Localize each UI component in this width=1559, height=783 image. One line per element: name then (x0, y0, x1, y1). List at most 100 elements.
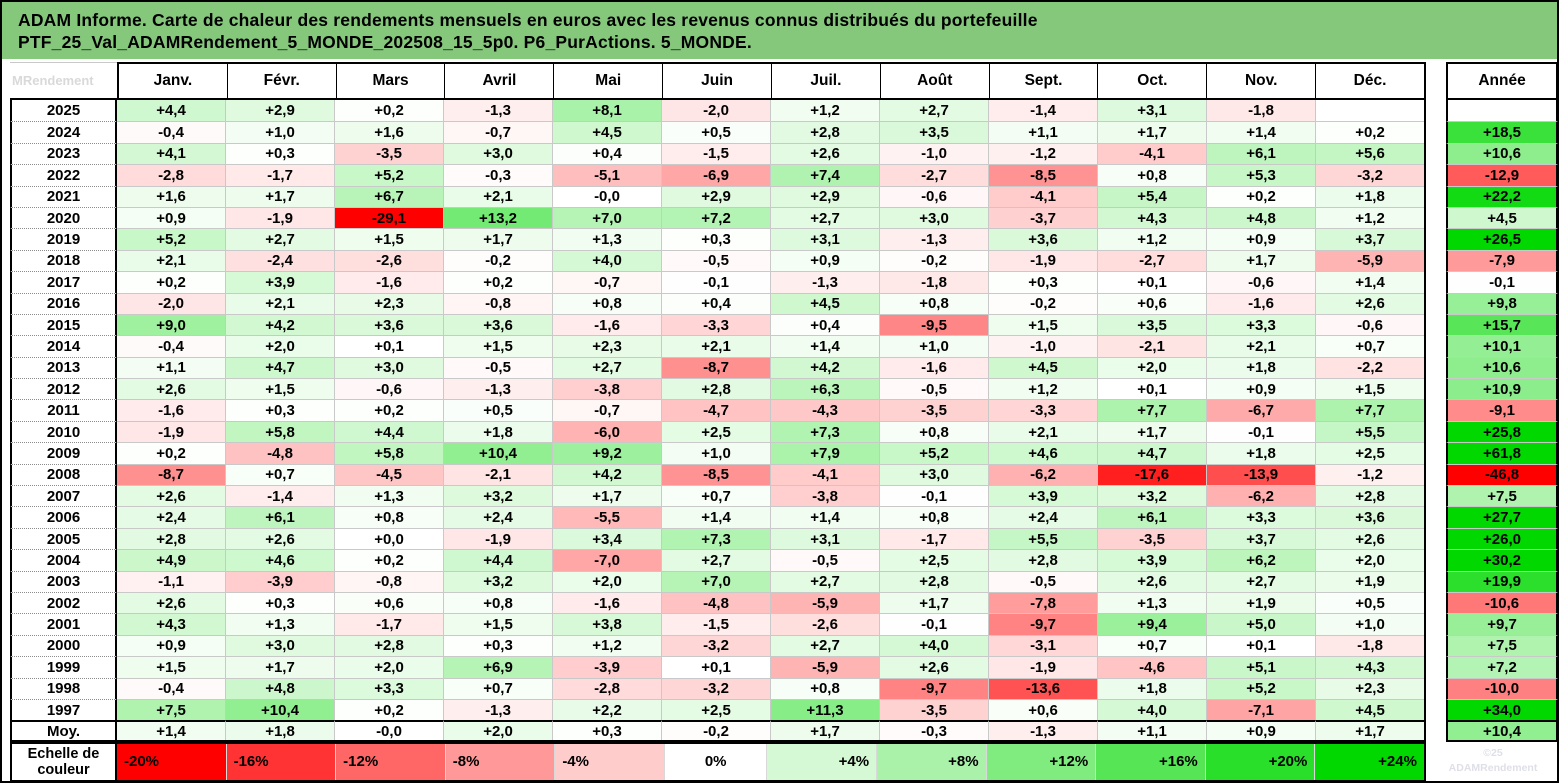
return-cell: +5,1 (1206, 656, 1315, 678)
return-cell: -1,1 (117, 570, 225, 592)
year-label: 2013 (10, 356, 117, 379)
return-cell: -3,9 (552, 656, 661, 678)
return-cell: +0,2 (1315, 121, 1424, 143)
color-scale-stop: -20% (117, 743, 226, 780)
column-gap (1426, 143, 1446, 164)
return-cell: +4,7 (1097, 442, 1206, 464)
return-cell: -7,8 (988, 591, 1097, 614)
return-cell: +3,6 (1315, 506, 1424, 528)
return-cell: +1,5 (443, 335, 552, 357)
return-cell: +1,5 (1315, 378, 1424, 400)
return-cell: +5,8 (225, 420, 334, 443)
return-cell: +0,9 (117, 206, 225, 229)
color-scale-cells: -20% -16% -12% -8% -4% 0% +4% +8% +12% +16% +20% +2… (117, 741, 1426, 782)
return-cell: +3,2 (443, 485, 552, 507)
annual-return-cell: +26,5 (1446, 228, 1558, 250)
return-cell: +1,5 (988, 313, 1097, 336)
return-cell: +0,8 (879, 292, 988, 314)
return-cell: +0,2 (334, 399, 443, 421)
return-cell: -2,6 (334, 249, 443, 272)
return-cell: +5,4 (1097, 185, 1206, 207)
return-cell: +0,7 (225, 463, 334, 486)
return-cell: +7,3 (661, 527, 770, 550)
color-scale-stop: +20% (1204, 743, 1315, 780)
return-cell: +2,5 (661, 698, 770, 721)
month-cells: -0,4 +4,8 +3,3 +0,7 -2,8 -3,2 +0,8 -9,7 -13,6 +1,… (117, 677, 1426, 699)
return-cell: +6,7 (334, 185, 443, 207)
return-cell (1315, 100, 1424, 122)
month-cells: +0,9 -1,9 -29,1 +13,2 +7,0 +7,2 +2,7 +3,0 -3,7 +4… (117, 206, 1426, 229)
return-cell: +3,9 (988, 485, 1097, 507)
return-cell: +1,2 (1315, 206, 1424, 229)
return-cell: -0,3 (443, 164, 552, 186)
return-cell: +0,4 (770, 313, 879, 336)
return-cell: +0,8 (879, 420, 988, 443)
return-cell: -0,5 (443, 356, 552, 379)
return-cell: -2,0 (661, 100, 770, 122)
return-cell: +1,7 (1097, 420, 1206, 443)
column-gap (1426, 720, 1446, 741)
annual-return-cell: +10,1 (1446, 335, 1558, 357)
year-label: 2004 (10, 549, 117, 571)
column-gap (1426, 464, 1446, 485)
return-cell: -1,6 (552, 313, 661, 336)
year-label: 1998 (10, 677, 117, 699)
annual-return-cell: +19,9 (1446, 570, 1558, 592)
return-cell: -13,6 (988, 677, 1097, 699)
return-cell: -9,7 (879, 677, 988, 699)
year-row: 2020 +0,9 -1,9 -29,1 +13,2 +7,0 +7,2 +2,7 +3,0 -3… (10, 206, 1558, 229)
scale-end-area: ©25 ADAMRendement (1426, 742, 1558, 782)
return-cell: +3,0 (443, 142, 552, 165)
return-cell: +2,8 (334, 634, 443, 657)
return-cell: +8,1 (552, 100, 661, 122)
annual-return-cell: +27,7 (1446, 506, 1558, 528)
column-gap (1426, 613, 1446, 634)
year-label: 2015 (10, 313, 117, 336)
annual-return-cell: +22,2 (1446, 185, 1558, 207)
return-cell: +1,7 (552, 485, 661, 507)
annual-return-cell: -7,9 (1446, 249, 1558, 272)
return-cell: -1,3 (443, 100, 552, 122)
column-gap (1426, 506, 1446, 527)
year-label: 2022 (10, 164, 117, 186)
return-cell: +1,8 (1206, 356, 1315, 379)
average-row: Moy. +1,4 +1,8 -0,0 +2,0 +0,3 -0,2 +1,7 -0,3 -1,3… (10, 720, 1558, 742)
return-cell: +1,7 (1206, 249, 1315, 272)
return-cell: +0,8 (334, 506, 443, 528)
month-cells: +9,0 +4,2 +3,6 +3,6 -1,6 -3,3 +0,4 -9,5 +1,5 +3,5… (117, 313, 1426, 336)
column-gap (1426, 549, 1446, 570)
annual-return-cell: -12,9 (1446, 164, 1558, 186)
color-scale-stop: -4% (554, 743, 664, 780)
month-cells: +2,6 +0,3 +0,6 +0,8 -1,6 -4,8 -5,9 +1,7 -7,8 +1,3… (117, 591, 1426, 614)
month-cells: -8,7 +0,7 -4,5 -2,1 +4,2 -8,5 -4,1 +3,0 -6,2 -17,… (117, 463, 1426, 486)
return-cell: -3,8 (770, 485, 879, 507)
return-cell: -13,9 (1206, 463, 1315, 486)
column-gap (1426, 121, 1446, 142)
return-cell: +1,0 (225, 121, 334, 143)
color-scale-stop: +12% (985, 743, 1096, 780)
return-cell: -1,9 (988, 249, 1097, 272)
column-header: Août (879, 64, 989, 98)
return-cell: -1,7 (879, 527, 988, 550)
return-cell: -0,8 (334, 570, 443, 592)
return-cell: +0,3 (225, 399, 334, 421)
return-cell: +0,1 (1097, 271, 1206, 293)
month-cells: -0,4 +2,0 +0,1 +1,5 +2,3 +2,1 +1,4 +1,0 -1,0 -2,1… (117, 335, 1426, 357)
year-row: 2004 +4,9 +4,6 +0,2 +4,4 -7,0 +2,7 -0,5 +2,5 +2,8… (10, 549, 1558, 571)
year-label: 2012 (10, 378, 117, 400)
return-cell: +4,8 (225, 677, 334, 699)
return-cell: +4,3 (117, 613, 225, 635)
return-cell: +3,5 (1097, 313, 1206, 336)
return-cell: +1,7 (225, 185, 334, 207)
return-cell: -5,9 (1315, 249, 1424, 272)
return-cell: -0,5 (879, 378, 988, 400)
return-cell: +2,7 (770, 206, 879, 229)
return-cell: -0,1 (879, 613, 988, 635)
column-gap (1426, 293, 1446, 314)
color-scale-stop: +4% (766, 743, 877, 780)
return-cell: +3,7 (1206, 527, 1315, 550)
annual-return-cell: +7,2 (1446, 656, 1558, 678)
annual-return-cell: +7,5 (1446, 485, 1558, 507)
month-cells: +2,6 +1,5 -0,6 -1,3 -3,8 +2,8 +6,3 -0,5 +1,2 +0,1… (117, 378, 1426, 400)
return-cell: +2,7 (770, 570, 879, 592)
